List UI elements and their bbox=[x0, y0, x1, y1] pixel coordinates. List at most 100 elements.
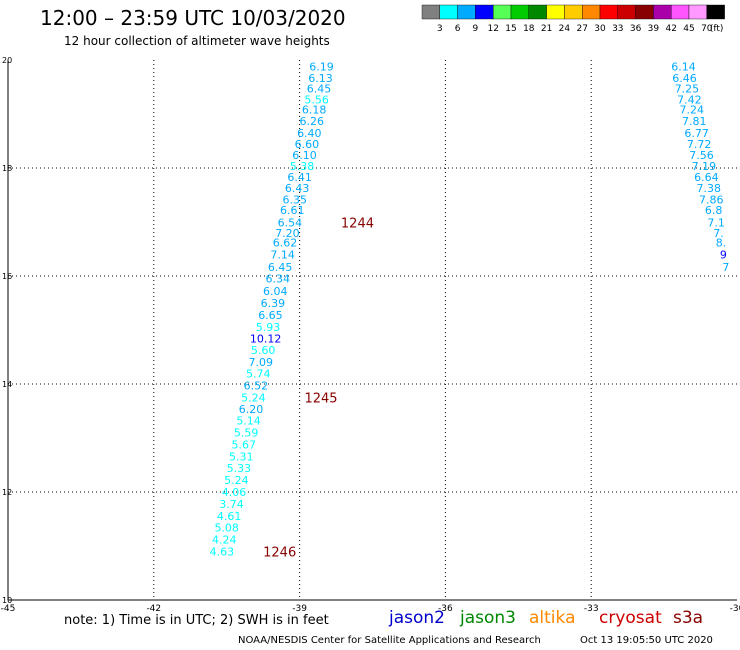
legend-jason3: jason3 bbox=[460, 608, 516, 628]
legend-s3a: s3a bbox=[673, 608, 704, 628]
x-tick-label: -45 bbox=[1, 604, 16, 614]
scale-label: 42 bbox=[665, 24, 676, 34]
y-tick-label: 14 bbox=[2, 380, 12, 389]
wave-height-label: 6.10 bbox=[292, 149, 317, 162]
y-tick-label: 16 bbox=[2, 272, 12, 281]
scale-label: 30 bbox=[594, 24, 606, 34]
wave-height-label: 5.67 bbox=[231, 438, 256, 451]
wave-height-label: 7. bbox=[713, 227, 724, 240]
wave-height-label: 6.52 bbox=[244, 380, 269, 393]
wave-height-label: 5.08 bbox=[214, 522, 239, 535]
scale-label: 21 bbox=[541, 24, 552, 34]
footer-note: note: 1) Time is in UTC; 2) SWH is in fe… bbox=[64, 613, 329, 628]
wave-height-label: 5.74 bbox=[246, 368, 271, 381]
wave-height-label: 7.24 bbox=[680, 104, 705, 117]
x-tick-label: -39 bbox=[292, 604, 307, 614]
wave-height-label: 6.20 bbox=[239, 403, 264, 416]
wave-height-label: 6.8 bbox=[705, 204, 723, 217]
wave-height-label: 6.60 bbox=[295, 138, 320, 151]
wave-height-label: 5.60 bbox=[251, 344, 276, 357]
wave-height-label: 6.45 bbox=[268, 261, 293, 274]
wave-height-label: 7 bbox=[722, 261, 729, 274]
wave-height-label: 5.59 bbox=[234, 427, 259, 440]
wave-height-label: 7.81 bbox=[682, 115, 707, 128]
x-tick-label: -36 bbox=[438, 604, 453, 614]
scale-label: (ft) bbox=[710, 24, 724, 34]
wave-height-label: 6.61 bbox=[280, 204, 305, 217]
color-scale-legend: 3 6 9 12 15 18 21 24 27 30 33 36 39 42 45 70(ft) bbox=[421, 4, 725, 34]
credit-text: NOAA/NESDIS Center for Satellite Applica… bbox=[238, 635, 541, 646]
orbit-number-label: 1244 bbox=[341, 217, 374, 232]
legend-jason2: jason2 bbox=[389, 608, 445, 628]
x-tick-label: -33 bbox=[584, 604, 599, 614]
wave-height-label: 6.54 bbox=[278, 217, 303, 230]
wave-height-label: 4.61 bbox=[217, 510, 242, 523]
wave-height-label: 6.39 bbox=[261, 297, 286, 310]
orbit-number-label: 1245 bbox=[304, 392, 337, 407]
wave-height-label: 6.62 bbox=[273, 237, 298, 250]
legend-altika: altika bbox=[529, 608, 576, 628]
wave-height-label: 7.56 bbox=[689, 149, 714, 162]
wave-height-label: 8. bbox=[716, 237, 727, 250]
wave-height-label: 5.31 bbox=[229, 450, 254, 463]
wave-height-label: 6.13 bbox=[308, 72, 333, 85]
scale-label: 12 bbox=[487, 24, 498, 34]
wave-height-label: 6.77 bbox=[684, 127, 709, 140]
wave-height-label: 6.35 bbox=[282, 193, 307, 206]
chart-title: 12:00 – 23:59 UTC 10/03/2020 bbox=[40, 6, 346, 30]
wave-height-label: 6.46 bbox=[672, 72, 697, 85]
wave-height-label: 6.34 bbox=[265, 273, 290, 286]
scale-label: 27 bbox=[576, 24, 587, 34]
wave-height-label: 6.65 bbox=[258, 309, 283, 322]
orbit-number-label: 1246 bbox=[263, 545, 296, 560]
timestamp-text: Oct 13 19:05:50 UTC 2020 bbox=[580, 635, 713, 646]
scale-label: 70 bbox=[701, 24, 713, 34]
y-tick-label: 20 bbox=[2, 56, 12, 65]
wave-height-label: 5.56 bbox=[304, 93, 329, 106]
wave-height-label: 6.41 bbox=[287, 171, 312, 184]
x-tick-label: -30 bbox=[730, 604, 740, 614]
scale-swatch bbox=[706, 4, 725, 20]
wave-height-label: 7.72 bbox=[687, 138, 712, 151]
wave-height-label: 6.45 bbox=[307, 83, 332, 96]
wave-height-label: 5.14 bbox=[236, 415, 261, 428]
wave-height-label: 5.93 bbox=[256, 321, 281, 334]
scale-label: 33 bbox=[612, 24, 623, 34]
wave-height-label: 5.24 bbox=[241, 392, 266, 405]
wave-height-label: 6.19 bbox=[309, 60, 334, 73]
wave-height-label: 9 bbox=[720, 248, 727, 261]
wave-height-label: 4.24 bbox=[212, 534, 237, 547]
wave-height-label: 7.20 bbox=[275, 227, 300, 240]
wave-height-label: 5.24 bbox=[224, 474, 249, 487]
scale-label: 9 bbox=[473, 24, 479, 34]
y-tick-label: 12 bbox=[2, 488, 12, 497]
scale-label: 18 bbox=[523, 24, 535, 34]
wave-height-label: 6.64 bbox=[694, 171, 719, 184]
wave-height-label: 3.74 bbox=[219, 498, 244, 511]
wave-height-label: 6.18 bbox=[302, 104, 327, 117]
wave-height-label: 5.38 bbox=[290, 160, 315, 173]
scale-label: 3 bbox=[437, 24, 443, 34]
wave-height-label: 6.40 bbox=[297, 127, 322, 140]
wave-height-label: 7.14 bbox=[270, 248, 295, 261]
legend-cryosat: cryosat bbox=[599, 608, 662, 628]
wave-height-label: 7.86 bbox=[699, 193, 724, 206]
scale-label: 24 bbox=[559, 24, 571, 34]
scale-label: 6 bbox=[455, 24, 461, 34]
scale-label: 15 bbox=[505, 24, 516, 34]
wave-height-label: 4.06 bbox=[222, 486, 247, 499]
wave-height-label: 7.38 bbox=[697, 182, 722, 195]
wave-height-label: 6.43 bbox=[285, 182, 310, 195]
wave-height-label: 5.33 bbox=[227, 462, 252, 475]
x-tick-label: -42 bbox=[146, 604, 161, 614]
y-tick-label: 10 bbox=[2, 596, 12, 605]
wave-height-label: 7.09 bbox=[248, 356, 273, 369]
scale-label: 45 bbox=[683, 24, 694, 34]
scale-label: 36 bbox=[630, 24, 642, 34]
wave-height-label: 6.04 bbox=[263, 285, 288, 298]
wave-height-label: 6.14 bbox=[671, 60, 696, 73]
wave-height-label: 7.42 bbox=[677, 93, 702, 106]
wave-height-label: 7.19 bbox=[692, 160, 717, 173]
wave-height-label: 4.63 bbox=[210, 545, 235, 558]
